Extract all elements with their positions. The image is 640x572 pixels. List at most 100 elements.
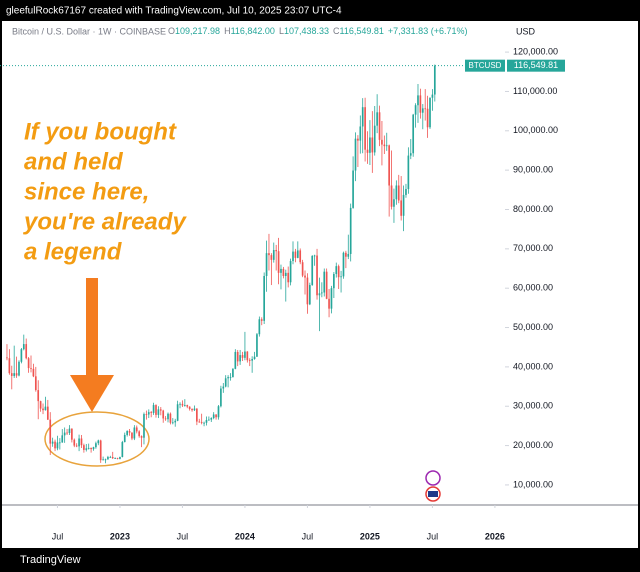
candle-body bbox=[61, 435, 64, 443]
symbol: Bitcoin / U.S. Dollar · 1W · COINBASE bbox=[12, 26, 166, 36]
candle-body bbox=[345, 252, 347, 257]
candle-body bbox=[342, 252, 345, 277]
candle-body bbox=[232, 368, 234, 378]
annotation-line: you're already bbox=[23, 208, 187, 235]
candle-body bbox=[155, 405, 157, 415]
candle-body bbox=[191, 408, 193, 411]
candle-body bbox=[121, 442, 124, 457]
candle-body bbox=[321, 292, 323, 294]
candle-body bbox=[333, 274, 335, 289]
candle-body bbox=[275, 250, 278, 252]
candle-body bbox=[66, 432, 68, 434]
candle-body bbox=[280, 268, 282, 273]
candle-body bbox=[390, 185, 393, 207]
candle-body bbox=[289, 261, 292, 283]
candle-body bbox=[395, 185, 398, 200]
candle-body bbox=[20, 349, 23, 362]
candle-body bbox=[378, 112, 381, 140]
candle-body bbox=[157, 409, 160, 415]
candle-body bbox=[164, 418, 167, 420]
candle-body bbox=[287, 272, 290, 283]
x-tick-label: Jul bbox=[52, 531, 64, 541]
candle-body bbox=[59, 442, 61, 444]
candle-body bbox=[42, 408, 44, 411]
candle-body bbox=[85, 448, 88, 450]
y-tick-label: 10,000.00 bbox=[513, 479, 553, 489]
x-tick-label: 2026 bbox=[485, 531, 505, 541]
candle-body bbox=[421, 108, 424, 113]
candle-body bbox=[277, 251, 280, 273]
candle-body bbox=[340, 276, 342, 278]
legend-value: 116,549.81 bbox=[340, 26, 384, 36]
candle-body bbox=[349, 207, 352, 254]
legend-key: C bbox=[333, 26, 340, 36]
highlight-ellipse bbox=[44, 411, 150, 467]
annotation-line: If you bought bbox=[24, 118, 177, 145]
candle-body bbox=[133, 427, 136, 439]
candle-body bbox=[116, 458, 119, 459]
candle-body bbox=[56, 442, 59, 449]
candle-body bbox=[102, 459, 104, 461]
candle-body bbox=[256, 334, 258, 357]
y-tick-label: 30,000.00 bbox=[513, 401, 553, 411]
candle-body bbox=[13, 373, 16, 376]
candle-body bbox=[393, 199, 395, 207]
candle-body bbox=[150, 412, 153, 413]
candle-body bbox=[424, 108, 427, 110]
candle-body bbox=[296, 250, 299, 258]
candle-body bbox=[87, 447, 90, 449]
candle-body bbox=[265, 253, 268, 276]
candle-body bbox=[308, 285, 311, 305]
candle-body bbox=[111, 456, 114, 459]
y-tick-label: 70,000.00 bbox=[513, 243, 553, 253]
candle-body bbox=[371, 137, 374, 153]
candle-body bbox=[359, 126, 362, 141]
candle-body bbox=[364, 107, 366, 150]
candle-body bbox=[193, 408, 196, 411]
candle-body bbox=[68, 428, 71, 433]
candle-body bbox=[198, 421, 201, 423]
candle-body bbox=[176, 404, 179, 421]
candle-body bbox=[167, 413, 169, 420]
candle-body bbox=[251, 359, 253, 361]
y-tick-label: 80,000.00 bbox=[513, 204, 553, 214]
candle-body bbox=[186, 405, 189, 407]
candle-body bbox=[215, 414, 217, 418]
candle-body bbox=[311, 255, 314, 286]
candle-body bbox=[188, 406, 191, 409]
candle-body bbox=[227, 377, 229, 379]
candle-body bbox=[114, 458, 116, 459]
x-tick-label: 2023 bbox=[110, 531, 130, 541]
candle-body bbox=[210, 418, 213, 420]
price-tag: 116,549.81 bbox=[514, 60, 558, 70]
candle-body bbox=[6, 357, 8, 359]
candle-body bbox=[337, 266, 340, 278]
candle-body bbox=[200, 421, 203, 423]
candle-body bbox=[162, 410, 165, 419]
candle-body bbox=[147, 412, 150, 415]
candle-body bbox=[248, 360, 251, 361]
candle-body bbox=[135, 427, 138, 432]
candle-body bbox=[107, 456, 109, 460]
candle-body bbox=[119, 456, 121, 459]
candle-body bbox=[224, 378, 227, 387]
candle-body bbox=[241, 355, 244, 358]
candle-body bbox=[260, 319, 263, 321]
candle-body bbox=[426, 108, 429, 128]
candle-body bbox=[15, 373, 18, 376]
candle-body bbox=[284, 272, 287, 276]
candle-body bbox=[397, 185, 400, 201]
legend-key: O bbox=[168, 26, 175, 36]
candle-body bbox=[354, 138, 357, 171]
candle-body bbox=[385, 145, 388, 147]
candle-body bbox=[171, 422, 174, 424]
candle-body bbox=[244, 351, 246, 358]
candle-body bbox=[417, 95, 419, 106]
candle-body bbox=[222, 386, 225, 389]
candle-body bbox=[159, 409, 162, 411]
candle-body bbox=[419, 95, 422, 113]
candle-body bbox=[352, 170, 354, 208]
candle-body bbox=[335, 266, 338, 275]
event-icon[interactable] bbox=[425, 470, 441, 486]
